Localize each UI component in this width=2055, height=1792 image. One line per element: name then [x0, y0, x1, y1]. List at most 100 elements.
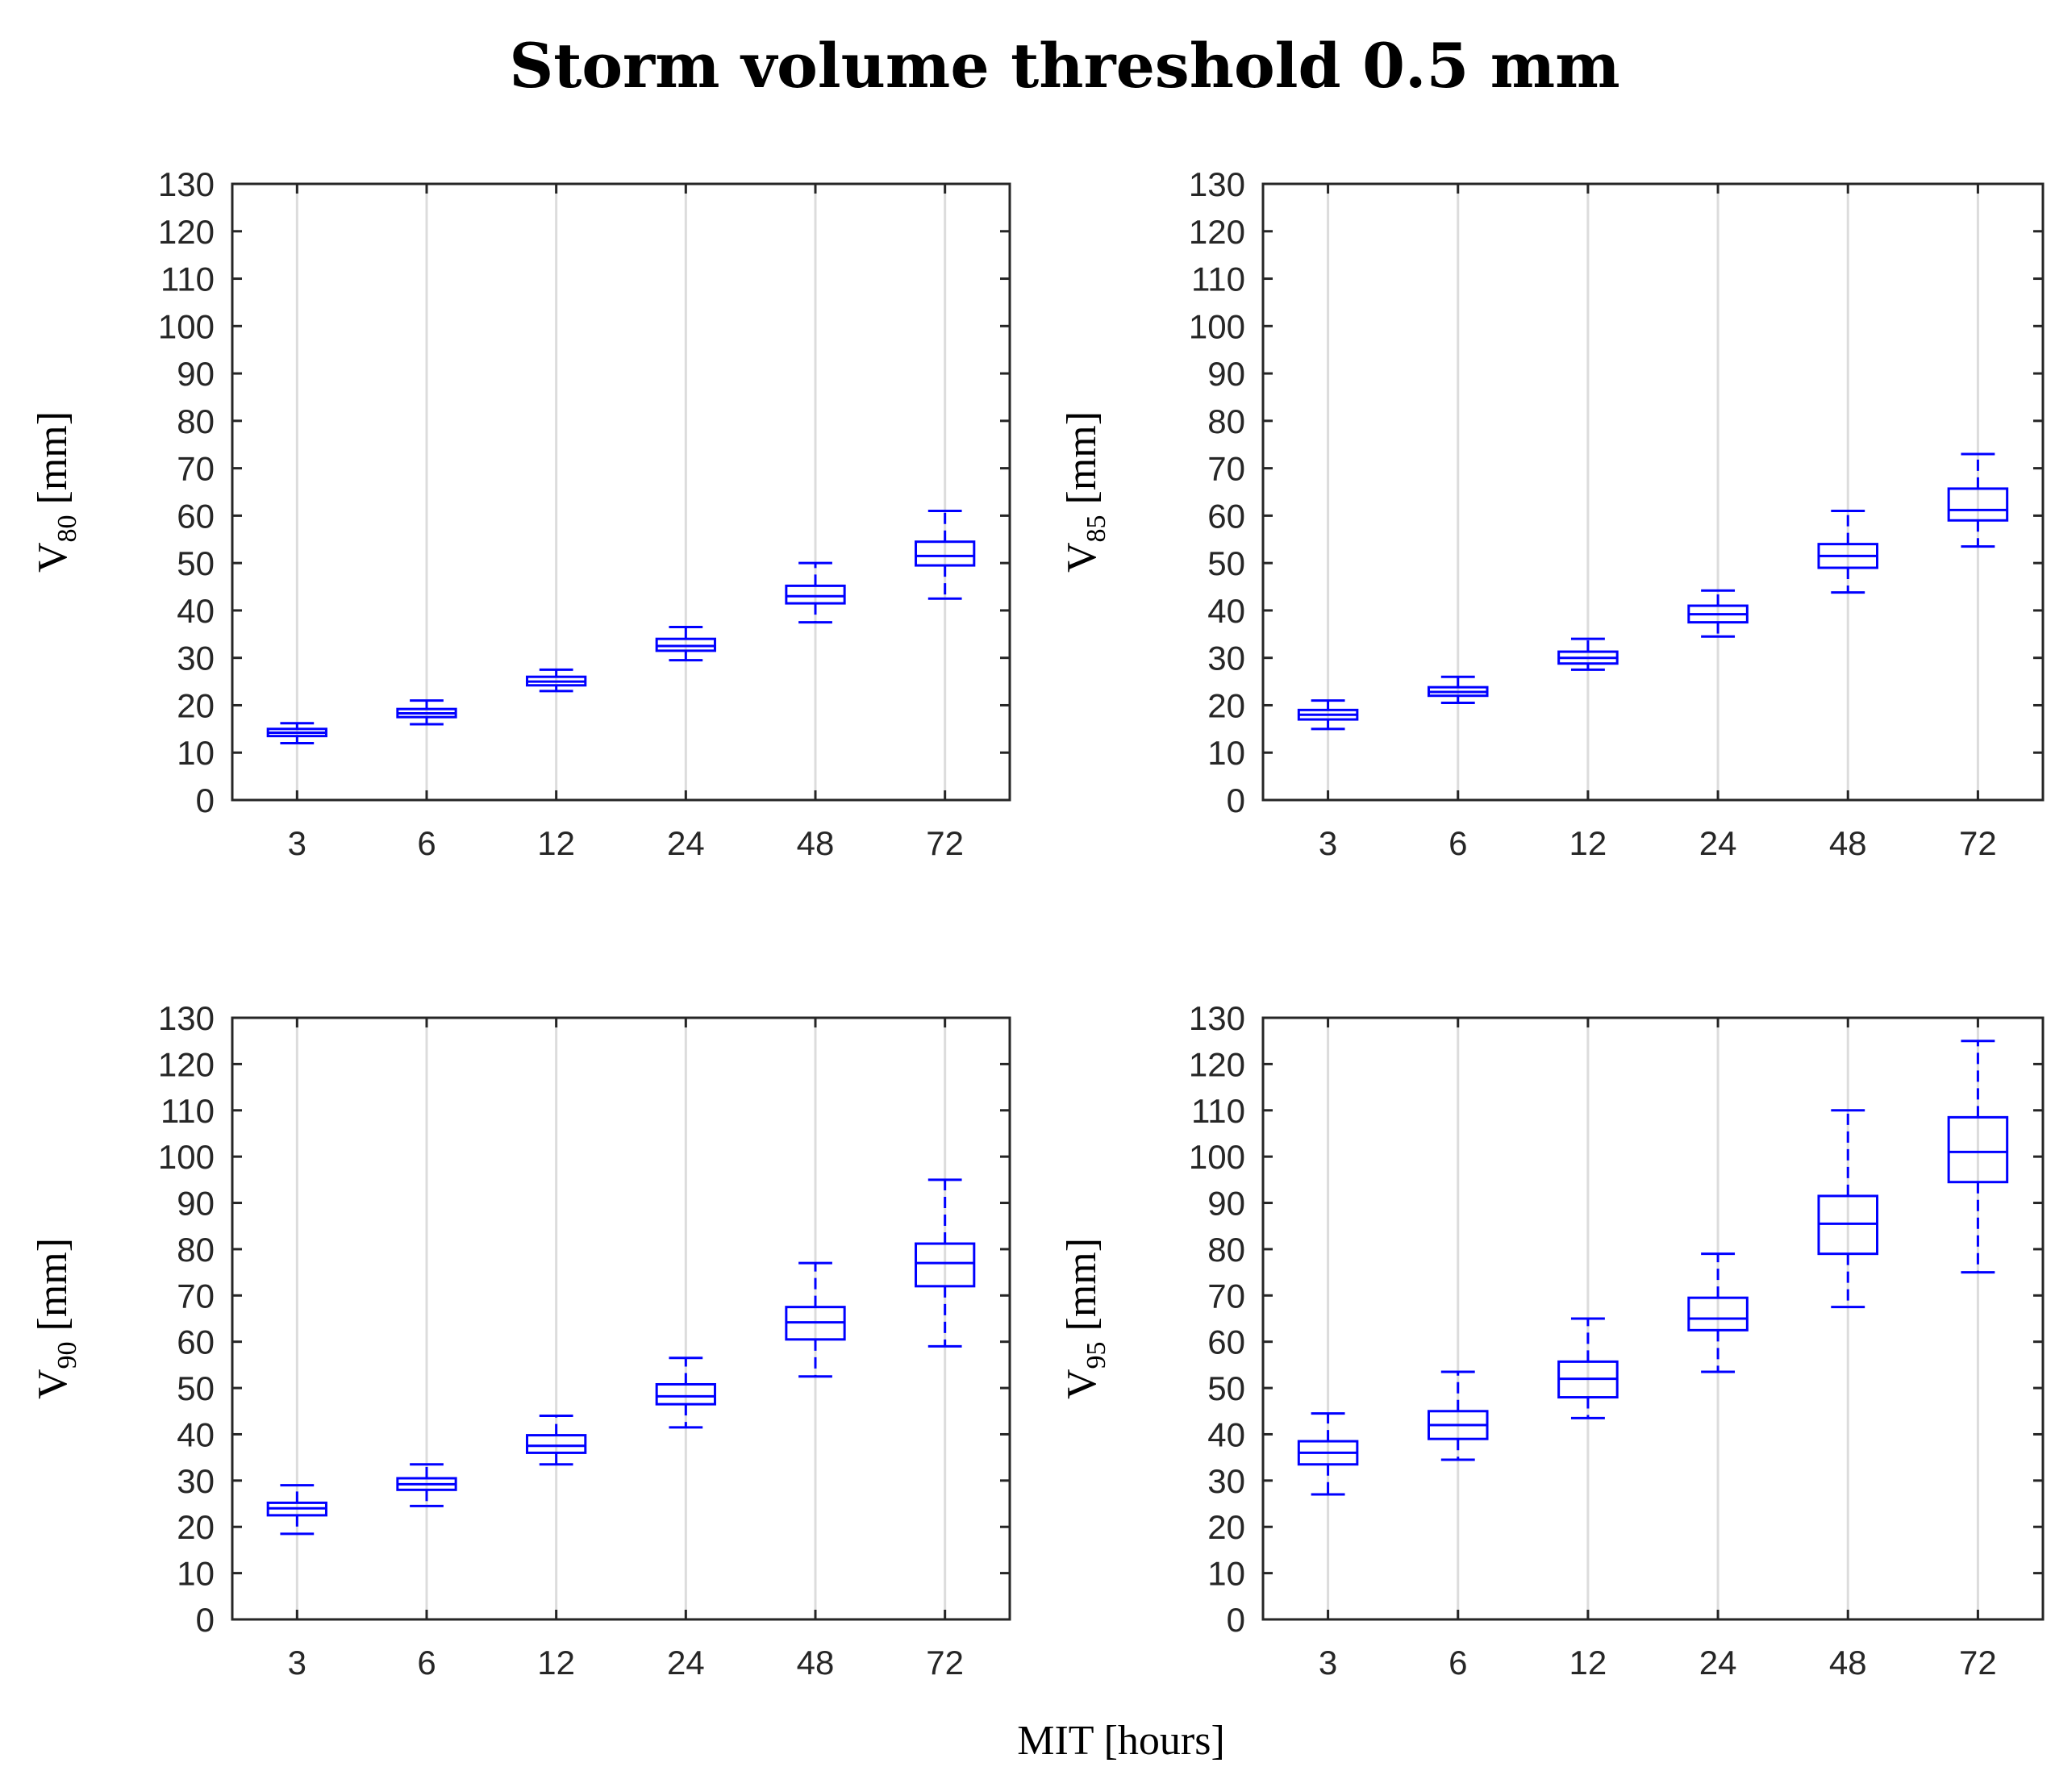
y-tick-label: 120 — [1189, 213, 1245, 251]
y-tick-label: 90 — [177, 1185, 215, 1223]
y-tick-label: 90 — [177, 355, 215, 393]
y-tick-label: 20 — [1207, 1508, 1245, 1546]
y-tick-label: 40 — [177, 592, 215, 630]
y-tick-label: 130 — [158, 999, 215, 1037]
y-tick-label: 100 — [1189, 307, 1245, 345]
y-tick-label: 90 — [1207, 1185, 1245, 1223]
y-tick-label: 80 — [1207, 402, 1245, 440]
axes-frame — [231, 182, 1011, 802]
axes-frame — [1261, 182, 2045, 802]
y-tick-label: 80 — [177, 402, 215, 440]
y-tick-label: 110 — [160, 1092, 215, 1130]
y-tick-label: 0 — [1227, 781, 1245, 819]
y-tick-label: 70 — [177, 1277, 215, 1315]
y-tick-label: 60 — [1207, 1323, 1245, 1361]
y-tick-label: 70 — [1207, 450, 1245, 488]
y-axis-label-v95: V95 [mm] — [1059, 1238, 1111, 1399]
y-tick-label: 100 — [158, 307, 215, 345]
y-tick-label: 20 — [177, 686, 215, 724]
y-tick-label: 70 — [1207, 1277, 1245, 1315]
box-v85-24h — [1687, 589, 1749, 638]
x-tick-label: 48 — [797, 1644, 835, 1682]
box-v85-12h — [1557, 637, 1619, 671]
x-tick-label: 6 — [1449, 1644, 1467, 1682]
y-label-main: V — [1059, 542, 1105, 573]
y-tick-label: 50 — [1207, 1369, 1245, 1407]
y-tick-label: 0 — [1227, 1601, 1245, 1639]
x-tick-label: 24 — [1699, 1644, 1737, 1682]
y-label-unit: [mm] — [30, 411, 76, 515]
y-label-main: V — [1059, 1369, 1105, 1399]
x-tick-label: 6 — [417, 824, 436, 862]
axes-frame — [1261, 1016, 2045, 1621]
x-tick-label: 72 — [926, 824, 964, 862]
x-tick-label: 6 — [1449, 824, 1467, 862]
y-tick-label: 60 — [177, 497, 215, 535]
figure-x-axis-label: MIT [hours] — [1017, 1718, 1225, 1764]
box-v85-6h — [1427, 675, 1489, 705]
panel-v85: 0 10 20 30 40 50 60 70 80 90 100 110 120 130 3 6 12 24 48 7… — [1059, 165, 2045, 862]
box-v95-3h — [1297, 1412, 1359, 1496]
axes-frame — [231, 1016, 1011, 1621]
y-tick-label: 130 — [158, 165, 215, 203]
y-axis-label-v90: V90 [mm] — [30, 1238, 82, 1399]
x-tick-label: 12 — [1569, 824, 1607, 862]
y-label-subscript: 80 — [52, 515, 82, 542]
y-tick-label: 50 — [177, 1369, 215, 1407]
y-tick-label: 120 — [1189, 1045, 1245, 1083]
iqr-box — [1687, 1296, 1749, 1331]
y-tick-label: 80 — [177, 1231, 215, 1269]
y-tick-label: 50 — [177, 544, 215, 582]
x-tick-label: 6 — [417, 1644, 436, 1682]
y-tick-label: 20 — [177, 1508, 215, 1546]
x-tick-label: 12 — [1569, 1644, 1607, 1682]
x-tick-label: 48 — [797, 824, 835, 862]
y-label-subscript: 95 — [1082, 1341, 1111, 1369]
x-tick-label: 48 — [1829, 1644, 1867, 1682]
x-tick-label: 12 — [537, 1644, 575, 1682]
y-tick-label: 60 — [1207, 497, 1245, 535]
box-v90-12h — [526, 1415, 587, 1466]
y-tick-label: 50 — [1207, 544, 1245, 582]
x-tick-label: 3 — [1319, 824, 1337, 862]
y-tick-label: 20 — [1207, 686, 1245, 724]
y-tick-label: 10 — [177, 734, 215, 772]
y-tick-label: 30 — [1207, 1462, 1245, 1500]
box-v80-6h — [396, 699, 457, 726]
box-v80-72h — [915, 510, 976, 600]
x-tick-label: 12 — [537, 824, 575, 862]
y-tick-label: 40 — [1207, 592, 1245, 630]
iqr-box — [1947, 1115, 2009, 1184]
y-axis-label-v85: V85 [mm] — [1059, 411, 1111, 573]
x-tick-label: 72 — [926, 1644, 964, 1682]
box-v90-6h — [396, 1463, 457, 1507]
y-tick-label: 120 — [158, 1045, 215, 1083]
iqr-box — [915, 1242, 976, 1288]
y-tick-label: 30 — [177, 640, 215, 677]
y-tick-label: 110 — [1191, 260, 1245, 298]
box-v80-48h — [785, 561, 846, 624]
y-tick-label: 130 — [1189, 165, 1245, 203]
x-tick-label: 24 — [667, 1644, 705, 1682]
box-v95-6h — [1427, 1370, 1489, 1461]
x-tick-label: 24 — [1699, 824, 1737, 862]
y-tick-label: 10 — [1207, 1555, 1245, 1593]
y-tick-label: 110 — [1191, 1092, 1245, 1130]
x-tick-label: 72 — [1959, 824, 1997, 862]
y-tick-label: 60 — [177, 1323, 215, 1361]
x-tick-label: 24 — [667, 824, 705, 862]
box-v90-48h — [785, 1261, 846, 1378]
panel-v90: 0 10 20 30 40 50 60 70 80 90 100 110 120 130 3 6 12 24 48 7… — [30, 999, 1011, 1682]
panel-v95: 0 10 20 30 40 50 60 70 80 90 100 110 120 130 3 6 12 24 48 7… — [1059, 999, 2045, 1682]
y-label-main: V — [30, 542, 76, 573]
y-tick-label: 100 — [158, 1138, 215, 1176]
y-label-unit: [mm] — [1059, 1238, 1105, 1342]
box-v85-72h — [1947, 452, 2009, 548]
y-tick-label: 120 — [158, 213, 215, 251]
box-v90-24h — [655, 1357, 716, 1429]
box-v95-72h — [1947, 1040, 2009, 1274]
box-v85-48h — [1817, 510, 1879, 594]
y-tick-label: 80 — [1207, 1231, 1245, 1269]
x-tick-label: 3 — [288, 1644, 306, 1682]
